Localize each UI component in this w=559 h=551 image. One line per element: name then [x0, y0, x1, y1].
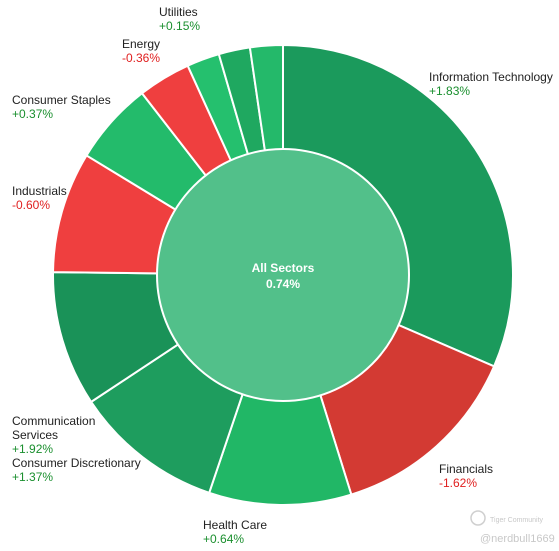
- center-value: 0.74%: [266, 277, 300, 291]
- label-industrials: Industrials: [12, 184, 67, 198]
- value-information-technology: +1.83%: [429, 84, 470, 98]
- value-industrials: -0.60%: [12, 198, 50, 212]
- label-financials: Financials: [439, 462, 493, 476]
- center-disc: [156, 148, 410, 402]
- tiger-logo-icon: [470, 510, 486, 526]
- value-communication-services: +1.92%: [12, 442, 53, 456]
- value-consumer-staples: +0.37%: [12, 107, 53, 121]
- label-consumer-staples: Consumer Staples: [12, 93, 111, 107]
- center-label: All Sectors: [252, 261, 315, 275]
- label-utilities: Utilities: [159, 5, 198, 19]
- value-utilities: +0.15%: [159, 19, 200, 33]
- watermark-handle: @nerdbull1669: [480, 533, 555, 545]
- watermark: Tiger Community @nerdbull1669: [470, 510, 555, 545]
- label-consumer-discretionary: Consumer Discretionary: [12, 456, 141, 470]
- label-energy: Energy: [122, 37, 160, 51]
- value-financials: -1.62%: [439, 476, 477, 490]
- value-energy: -0.36%: [122, 51, 160, 65]
- label-information-technology: Information Technology: [429, 70, 553, 84]
- value-consumer-discretionary: +1.37%: [12, 470, 53, 484]
- watermark-brand: Tiger Community: [490, 517, 544, 524]
- sector-labels: Information Technology+1.83% Financials-1…: [12, 5, 553, 546]
- label-health-care: Health Care: [203, 518, 267, 532]
- value-health-care: +0.64%: [203, 532, 244, 546]
- label-communication-services: Communication Services: [12, 414, 95, 442]
